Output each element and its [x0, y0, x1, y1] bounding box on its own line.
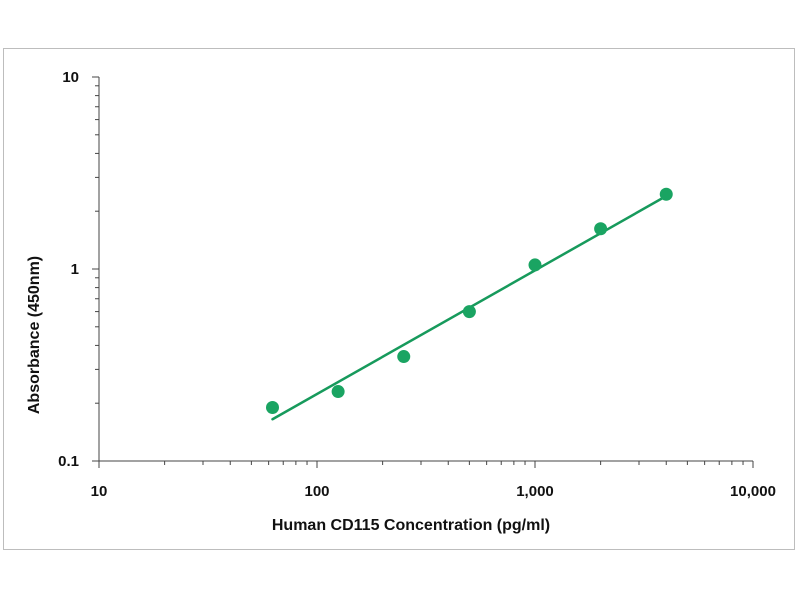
data-point: [331, 385, 345, 399]
data-point: [266, 400, 280, 414]
data-point: [528, 258, 542, 272]
y-tick-label: 1: [71, 261, 79, 278]
data-point: [462, 305, 476, 319]
y-axis-title: Absorbance (450nm): [26, 256, 43, 414]
chart-frame: Human CD115 Concentration (pg/ml) Absorb…: [3, 48, 795, 550]
x-axis-title: Human CD115 Concentration (pg/ml): [272, 517, 550, 534]
y-tick-label: 10: [62, 69, 79, 86]
x-tick-label: 100: [304, 483, 329, 500]
x-tick-label: 10: [91, 483, 108, 500]
x-tick-label: 1,000: [516, 483, 554, 500]
data-point: [659, 187, 673, 201]
data-point: [594, 222, 608, 236]
standard-curve-chart: Human CD115 Concentration (pg/ml) Absorb…: [26, 69, 776, 534]
x-tick-label: 10,000: [730, 483, 776, 500]
data-point: [397, 350, 411, 364]
y-tick-label: 0.1: [58, 453, 79, 470]
